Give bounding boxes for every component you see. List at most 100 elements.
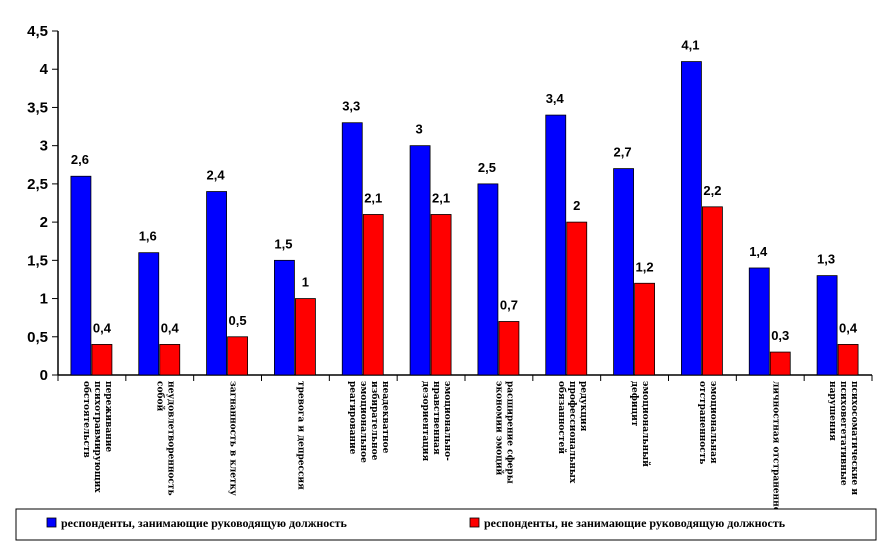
legend: респонденты, занимающие руководящую долж…	[15, 508, 877, 541]
data-label: 4,1	[681, 38, 699, 53]
y-tick-label: 2,5	[27, 176, 48, 193]
data-label: 2,1	[432, 190, 450, 205]
category-label-line: профессиональных	[567, 381, 577, 484]
bar-nonmanager-4	[295, 298, 316, 376]
category-label-line: эмоционально-	[442, 381, 452, 461]
category-label-line: психотравмирующих	[92, 381, 102, 493]
bar-nonmanager-11	[769, 351, 791, 376]
bar-nonmanager-5	[362, 214, 384, 376]
data-label: 1,4	[749, 244, 768, 259]
category-label-line: отстраненность	[697, 381, 707, 464]
category-label-line: редукция	[578, 381, 588, 432]
data-label: 2	[573, 198, 580, 213]
category-label-4: тревога и депрессия	[295, 381, 305, 490]
data-label: 3,4	[546, 91, 565, 106]
bar-manager-4	[274, 259, 295, 376]
bar-nonmanager-1	[91, 344, 113, 376]
bar-nonmanager-12	[837, 344, 859, 376]
bars: 2,6 1,6 2,4 1,5 3,3 3 2,5 3,4 2,7 4,1 1,4 1,3 0,4 0,4…	[70, 38, 859, 376]
category-label-line: собой	[154, 381, 165, 411]
bar-manager-6	[409, 145, 431, 376]
data-label: 3	[415, 122, 422, 137]
data-label: 1,5	[274, 236, 292, 251]
data-label: 1	[302, 275, 309, 290]
category-label-line: экономии эмоций	[493, 381, 504, 475]
data-label: 0,3	[771, 328, 789, 343]
bar-nonmanager-2	[159, 344, 181, 376]
category-label-1: переживаниепсихотравмирующихобстоятельст…	[81, 381, 113, 493]
legend-label-1: респонденты, занимающие руководящую долж…	[61, 516, 348, 530]
y-axis: 0 0,5 1 1,5 2 2,5 3 3,5 4 4,5	[27, 23, 873, 384]
category-label-line: реагирование	[347, 381, 357, 455]
data-label: 2,5	[478, 160, 496, 175]
legend-label-2: респонденты, не занимающие руководящую д…	[484, 516, 786, 530]
data-label: 2,1	[364, 190, 382, 205]
y-tick-label: 4	[40, 61, 49, 78]
bar-manager-12	[816, 275, 838, 376]
bar-manager-11	[748, 267, 770, 376]
data-label: 0,4	[839, 320, 858, 335]
data-label: 2,4	[207, 168, 226, 183]
data-label: 2,2	[703, 183, 721, 198]
data-label: 3,3	[342, 99, 360, 114]
bar-manager-5	[341, 122, 363, 376]
category-label-line: неудовлетворенность	[165, 381, 175, 496]
data-label: 0,4	[93, 320, 112, 335]
bar-nonmanager-8	[566, 221, 588, 376]
category-labels: переживаниепсихотравмирующихобстоятельст…	[81, 381, 859, 530]
category-label-12: психосоматические ипсиховегетативныенару…	[827, 381, 859, 495]
legend-swatch-2	[469, 517, 480, 528]
y-tick-label: 4,5	[27, 23, 48, 40]
y-tick-label: 3,5	[27, 99, 48, 116]
y-tick-label: 0,5	[27, 329, 48, 346]
bar-manager-1	[70, 175, 92, 376]
category-label-line: обязанностей	[556, 381, 567, 454]
category-label-5: неадекватноеизбирательноеэмоциональноере…	[347, 381, 390, 463]
bar-manager-3	[206, 191, 227, 376]
category-label-line: эмоциональный	[640, 381, 651, 467]
bar-nonmanager-9	[634, 282, 655, 376]
category-label-line: дефицит	[629, 381, 639, 427]
data-label: 1,2	[636, 259, 654, 274]
data-label: 2,7	[614, 145, 632, 160]
y-tick-label: 1	[40, 291, 48, 308]
data-label: 0,4	[161, 320, 180, 335]
y-tick-label: 3	[40, 138, 48, 155]
category-label-line: нравственная	[431, 381, 441, 455]
category-label-line: расширение сферы	[504, 381, 514, 484]
legend-swatch-1	[46, 517, 57, 528]
category-label-line: дезориентация	[420, 381, 430, 461]
bar-manager-7	[477, 183, 499, 376]
category-label-line: нарушения	[827, 381, 837, 441]
bar-manager-9	[613, 168, 634, 376]
y-tick-label: 1,5	[27, 252, 48, 269]
category-label-line: психовегетативные	[838, 381, 848, 486]
category-label-line: личностная отстраненность	[770, 381, 780, 530]
category-label-line: переживание	[103, 381, 113, 452]
data-label: 1,6	[139, 229, 157, 244]
category-label-line: эмоциональная	[708, 381, 718, 464]
y-tick-label: 2	[40, 214, 48, 231]
data-label: 1,3	[817, 252, 835, 267]
legend-box	[15, 508, 877, 541]
y-tick-label: 0	[40, 367, 48, 384]
category-label-line: избирательное	[369, 381, 380, 461]
data-label: 2,6	[71, 152, 89, 167]
bar-nonmanager-6	[430, 214, 452, 376]
data-label: 0,5	[229, 313, 247, 328]
category-label-11: личностная отстраненность	[770, 381, 780, 530]
bar-nonmanager-10	[702, 206, 723, 376]
category-label-line: эмоциональное	[358, 381, 368, 463]
category-label-line: загнанность в клетку	[228, 381, 238, 496]
category-label-line: обстоятельств	[81, 381, 92, 458]
bar-nonmanager-3	[227, 336, 248, 376]
category-label-line: психосоматические и	[849, 381, 859, 495]
bar-nonmanager-7	[498, 321, 520, 376]
